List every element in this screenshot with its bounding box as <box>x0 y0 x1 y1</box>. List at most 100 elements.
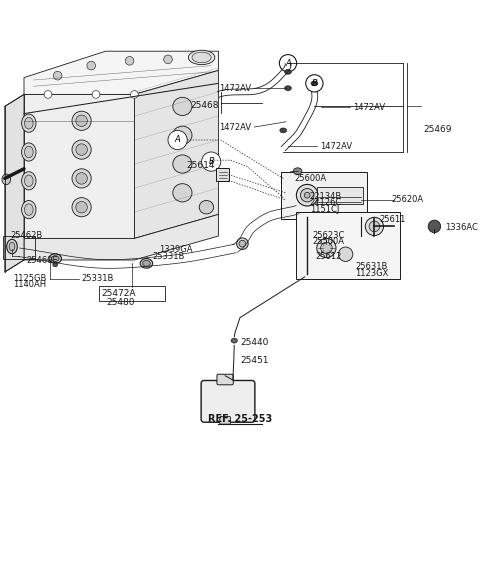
Ellipse shape <box>173 97 192 115</box>
Circle shape <box>131 90 138 98</box>
Text: 1123GX: 1123GX <box>355 269 389 278</box>
Text: 1472AV: 1472AV <box>219 83 251 93</box>
Text: 25480: 25480 <box>107 298 135 307</box>
Circle shape <box>92 90 100 98</box>
Circle shape <box>164 55 172 64</box>
FancyBboxPatch shape <box>296 212 400 279</box>
Text: 25611: 25611 <box>379 215 406 224</box>
Ellipse shape <box>173 183 192 202</box>
Ellipse shape <box>188 50 215 65</box>
Text: 25620A: 25620A <box>391 195 423 204</box>
FancyBboxPatch shape <box>220 416 230 424</box>
FancyBboxPatch shape <box>201 381 255 422</box>
Text: 25331B: 25331B <box>82 274 114 283</box>
Text: 25460E: 25460E <box>26 257 58 265</box>
Text: 25468: 25468 <box>190 101 218 110</box>
Ellipse shape <box>231 338 237 343</box>
Text: 25600A: 25600A <box>295 174 327 182</box>
Circle shape <box>53 72 62 80</box>
Text: 25612: 25612 <box>316 252 342 261</box>
Polygon shape <box>134 70 218 239</box>
Ellipse shape <box>2 174 11 185</box>
Ellipse shape <box>72 169 91 188</box>
Ellipse shape <box>338 247 353 261</box>
Ellipse shape <box>22 143 36 161</box>
Text: B: B <box>312 79 317 88</box>
Ellipse shape <box>76 173 87 184</box>
Ellipse shape <box>173 155 192 173</box>
Ellipse shape <box>72 198 91 217</box>
Ellipse shape <box>192 52 211 62</box>
Ellipse shape <box>143 261 150 266</box>
Ellipse shape <box>76 202 87 213</box>
Ellipse shape <box>239 240 246 247</box>
FancyBboxPatch shape <box>281 172 367 219</box>
Circle shape <box>306 75 323 92</box>
Text: 1472AV: 1472AV <box>353 103 385 112</box>
Ellipse shape <box>76 115 87 127</box>
Polygon shape <box>24 214 218 260</box>
Ellipse shape <box>24 146 33 158</box>
Text: B: B <box>208 157 214 166</box>
FancyBboxPatch shape <box>217 374 233 385</box>
FancyBboxPatch shape <box>216 168 229 181</box>
Ellipse shape <box>140 258 153 268</box>
Ellipse shape <box>311 81 318 86</box>
Text: 25469: 25469 <box>423 125 452 134</box>
Text: 25614: 25614 <box>187 161 215 170</box>
Ellipse shape <box>285 69 291 74</box>
Ellipse shape <box>300 189 314 202</box>
Ellipse shape <box>9 242 15 251</box>
Text: REF. 25-253: REF. 25-253 <box>208 415 272 424</box>
Polygon shape <box>5 94 24 272</box>
Ellipse shape <box>285 86 291 90</box>
Ellipse shape <box>321 242 332 254</box>
Ellipse shape <box>237 238 248 249</box>
Ellipse shape <box>51 256 59 261</box>
Text: A: A <box>285 59 291 68</box>
Text: 25500A: 25500A <box>312 237 344 247</box>
Text: 25451: 25451 <box>240 356 268 365</box>
Ellipse shape <box>22 172 36 190</box>
Text: 1339GA: 1339GA <box>159 245 193 254</box>
Ellipse shape <box>53 263 58 267</box>
Text: 1336AC: 1336AC <box>445 223 478 232</box>
Text: 1472AV: 1472AV <box>219 123 251 132</box>
Text: 25472A: 25472A <box>102 289 136 298</box>
Circle shape <box>87 61 96 70</box>
Ellipse shape <box>72 111 91 131</box>
Text: A: A <box>175 136 180 144</box>
Ellipse shape <box>199 201 214 214</box>
Circle shape <box>44 90 52 98</box>
Ellipse shape <box>24 118 33 129</box>
Ellipse shape <box>22 201 36 219</box>
Text: 22126C: 22126C <box>310 198 342 207</box>
Ellipse shape <box>76 144 87 156</box>
Ellipse shape <box>24 204 33 215</box>
Circle shape <box>279 55 297 72</box>
Text: 1472AV: 1472AV <box>320 142 352 151</box>
Circle shape <box>428 220 441 233</box>
Polygon shape <box>24 94 134 239</box>
Text: 25331B: 25331B <box>153 252 185 261</box>
Ellipse shape <box>296 185 318 206</box>
Ellipse shape <box>49 254 61 264</box>
Text: 22134B: 22134B <box>310 192 342 201</box>
Text: 25623C: 25623C <box>312 231 344 240</box>
Ellipse shape <box>280 128 287 133</box>
Circle shape <box>125 56 134 65</box>
Text: 1140AH: 1140AH <box>13 281 47 290</box>
Polygon shape <box>24 51 218 94</box>
Ellipse shape <box>365 218 384 236</box>
Ellipse shape <box>317 239 336 258</box>
Text: 25440: 25440 <box>240 338 268 347</box>
Ellipse shape <box>369 221 380 232</box>
Circle shape <box>202 152 221 171</box>
Text: 25462B: 25462B <box>11 232 43 240</box>
FancyBboxPatch shape <box>317 186 363 204</box>
Ellipse shape <box>24 175 33 186</box>
Text: 25631B: 25631B <box>355 262 387 271</box>
Ellipse shape <box>72 140 91 159</box>
Text: 1151CJ: 1151CJ <box>310 204 339 214</box>
Ellipse shape <box>7 239 17 254</box>
